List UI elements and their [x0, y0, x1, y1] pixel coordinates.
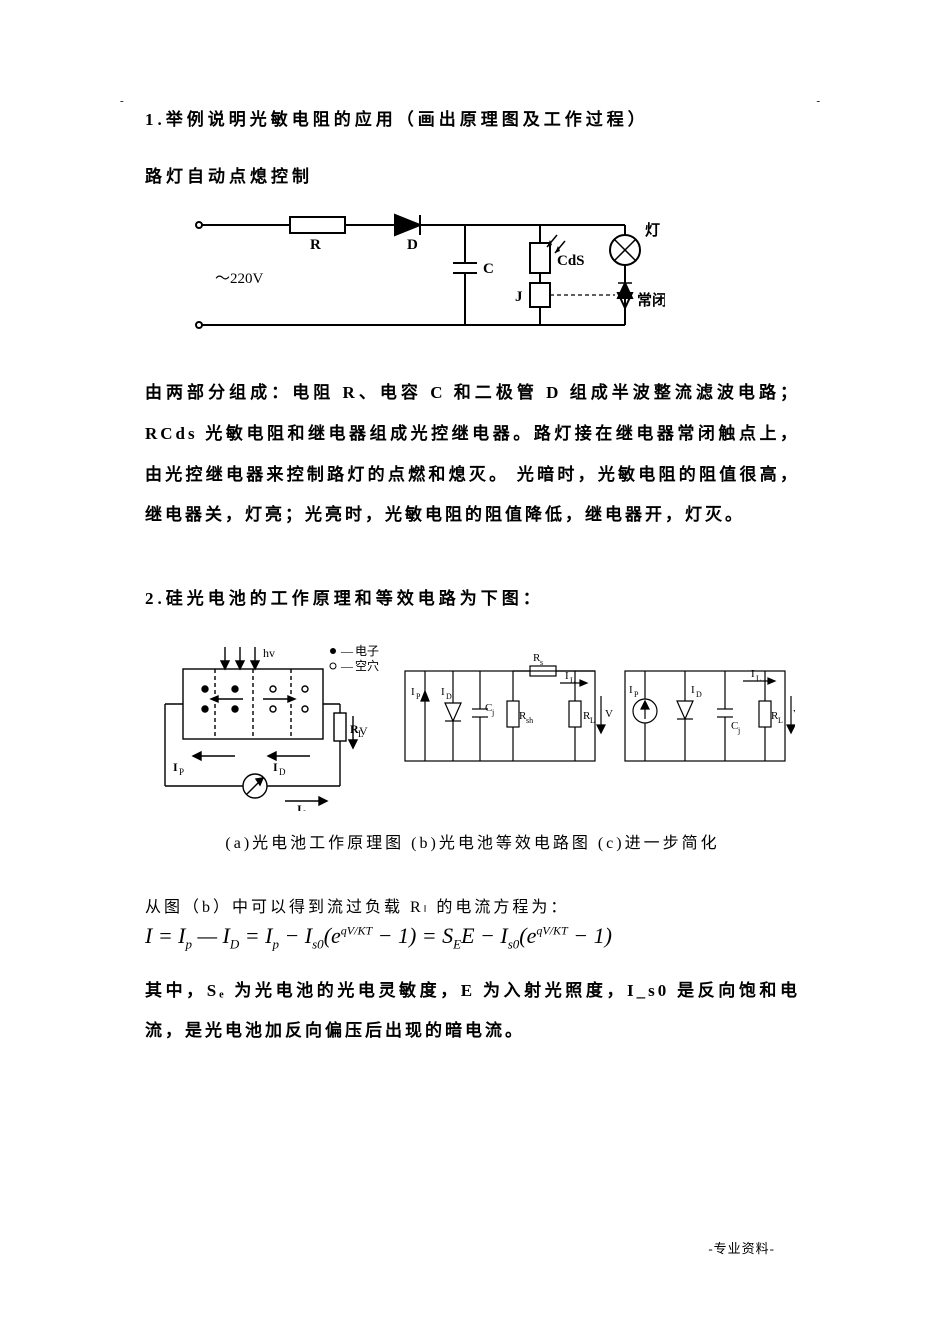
svg-text:L: L [590, 716, 595, 725]
footer: -专业资料- [708, 1238, 775, 1257]
svg-text:L: L [570, 676, 575, 685]
svg-text:—: — [340, 644, 354, 658]
q2-caption: (a)光电池工作原理图 (b)光电池等效电路图 (c)进一步简化 [145, 829, 800, 853]
lbl-R: R [310, 237, 321, 253]
svg-text:P: P [179, 767, 184, 777]
lbl-nc: 常闭 [637, 291, 665, 309]
svg-text:I: I [565, 670, 569, 682]
lbl-J: J [515, 289, 523, 305]
svg-text:I: I [751, 668, 755, 680]
svg-text:D: D [279, 767, 286, 777]
lbl-cds: CdS [557, 253, 585, 269]
svg-text:L: L [778, 716, 783, 725]
svg-text:s: s [540, 658, 543, 667]
lbl-electron: 电子 [355, 644, 379, 658]
svg-text:—: — [340, 659, 354, 673]
q1-title: 1.举例说明光敏电阻的应用（画出原理图及工作过程） [145, 105, 800, 130]
svg-text:V: V [793, 708, 795, 720]
svg-text:L: L [756, 674, 761, 683]
svg-text:j: j [737, 726, 740, 735]
svg-text:j: j [491, 708, 494, 717]
svg-text:D: D [696, 690, 702, 699]
lbl-220v: ～220V [215, 271, 264, 287]
svg-text:P: P [634, 690, 639, 699]
svg-text:sh: sh [526, 716, 533, 725]
q2-explain: 其中，Sₑ 为光电池的光电灵敏度，E 为入射光照度，I_s0 是反向饱和电流，是… [145, 971, 800, 1053]
svg-text:I: I [411, 686, 415, 698]
svg-text:V: V [359, 724, 368, 738]
svg-text:P: P [416, 692, 421, 701]
q1-circuit: ～220V R D C CdS J 灯 常闭 [185, 205, 800, 355]
svg-text:D: D [446, 692, 452, 701]
svg-text:I: I [297, 802, 302, 811]
svg-text:I: I [691, 684, 695, 696]
lbl-D: D [407, 237, 418, 253]
svg-text:I: I [629, 684, 633, 696]
lbl-lamp: 灯 [645, 222, 660, 239]
q2-figures: hv — 电子 — 空穴 IP ID IL RL V [155, 641, 800, 811]
svg-text:I: I [441, 686, 445, 698]
page: 1.举例说明光敏电阻的应用（画出原理图及工作过程） 路灯自动点熄控制 [0, 0, 945, 1337]
q1-explain: 由两部分组成：电阻 R、电容 C 和二极管 D 组成半波整流滤波电路；RCds … [145, 373, 800, 536]
svg-text:L: L [303, 809, 309, 811]
lbl-C: C [483, 261, 494, 277]
svg-text:I: I [173, 760, 178, 774]
q2-equation: I = Ip — ID = Ip − Is0(eqV/KT − 1) = SEE… [145, 923, 800, 952]
lbl-hole: 空穴 [355, 658, 379, 673]
lbl-hv: hv [263, 646, 275, 660]
q1-subtitle: 路灯自动点熄控制 [145, 162, 800, 187]
svg-text:V: V [605, 708, 613, 720]
q2-title: 2.硅光电池的工作原理和等效电路为下图： [145, 584, 800, 609]
q2-eq-intro: 从图（b）中可以得到流过负载 Rₗ 的电流方程为： [145, 893, 800, 917]
svg-text:I: I [273, 760, 278, 774]
